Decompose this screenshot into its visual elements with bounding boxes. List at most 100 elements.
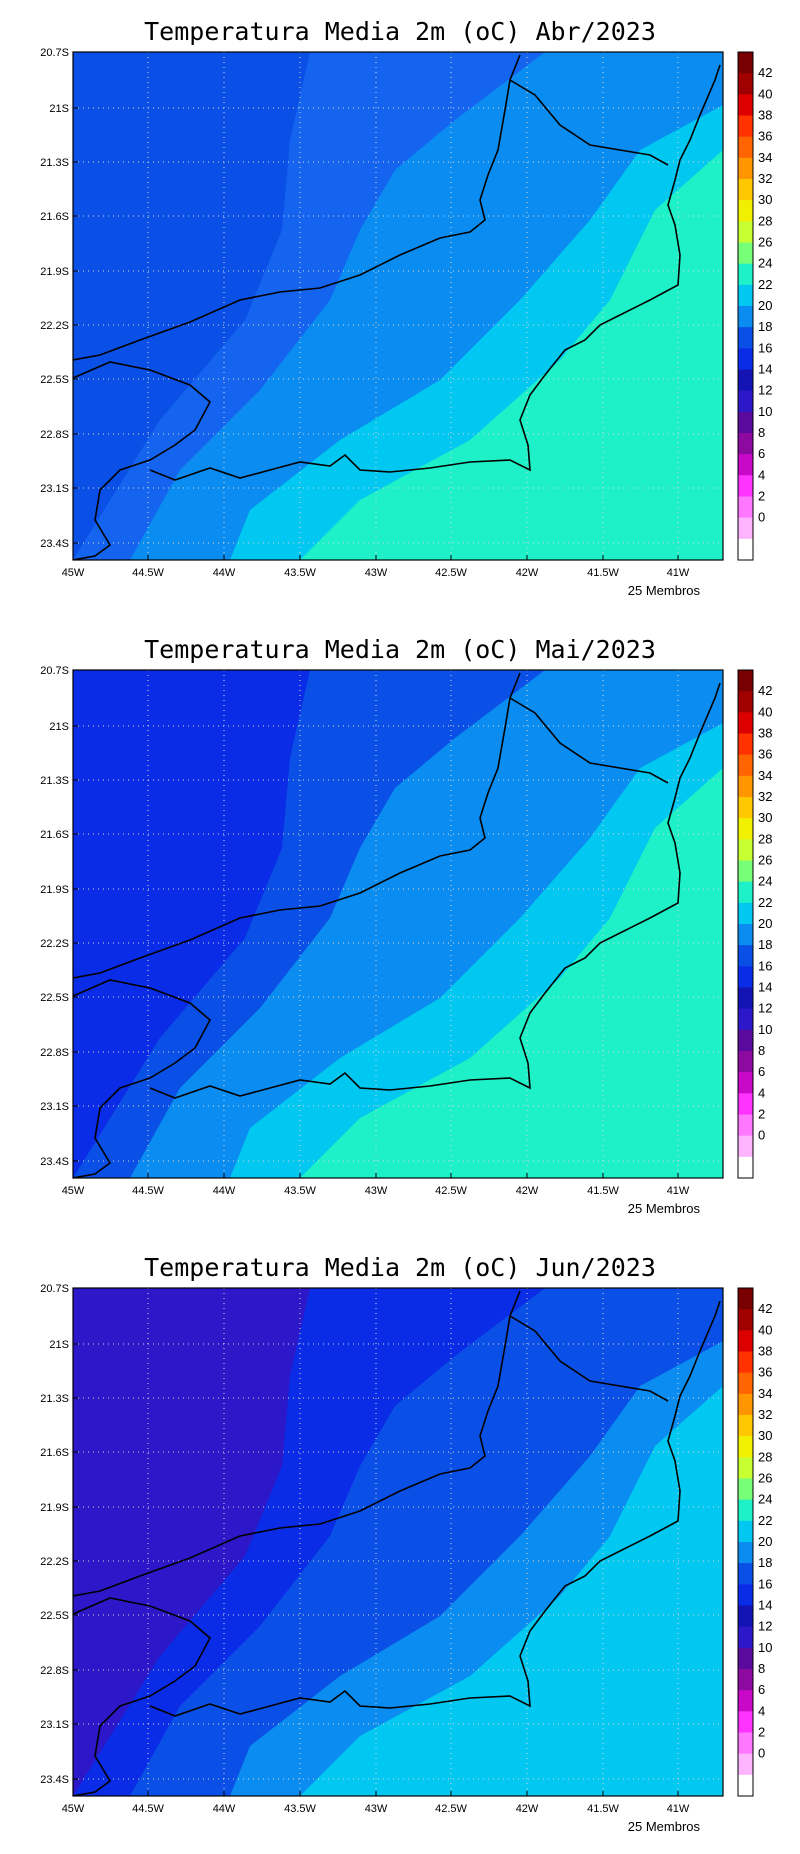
colorbar-label: 10 — [758, 404, 772, 419]
colorbar-label: 12 — [758, 1619, 772, 1634]
colorbar-label: 40 — [758, 86, 772, 101]
latitude-label: 23.1S — [40, 483, 69, 495]
latitude-label: 21.9S — [40, 1502, 69, 1514]
colorbar-swatch — [738, 496, 753, 519]
colorbar-swatch — [738, 1647, 753, 1670]
longitude-label: 43.5W — [284, 1803, 316, 1815]
colorbar-swatch — [738, 754, 753, 777]
colorbar-label: 38 — [758, 108, 772, 123]
colorbar-swatch — [738, 966, 753, 988]
colorbar-label: 6 — [758, 446, 765, 461]
latitude-label: 20.7S — [40, 665, 69, 677]
longitude-label: 43.5W — [284, 567, 316, 579]
colorbar-label: 40 — [758, 704, 772, 719]
temperature-field — [73, 670, 723, 1178]
colorbar-label: 14 — [758, 362, 772, 377]
colorbar-label: 28 — [758, 213, 772, 228]
colorbar-swatch — [738, 1711, 753, 1733]
colorbar-swatch — [738, 1542, 753, 1564]
colorbar-swatch — [738, 987, 753, 1010]
colorbar-label: 8 — [758, 1043, 765, 1058]
longitude-label: 44.5W — [132, 567, 164, 579]
colorbar-label: 16 — [758, 340, 772, 355]
longitude-label: 45W — [62, 567, 85, 579]
colorbar-swatch — [738, 348, 753, 370]
colorbar-swatch — [738, 1393, 753, 1416]
colorbar-label: 42 — [758, 683, 772, 698]
colorbar-label: 38 — [758, 726, 772, 741]
colorbar-swatch — [738, 1029, 753, 1052]
latitude-label: 23.4S — [40, 1774, 69, 1786]
longitude-label: 42W — [516, 1803, 539, 1815]
colorbar-swatch — [738, 52, 753, 74]
coastline — [73, 672, 721, 1178]
colorbar-label: 24 — [758, 256, 772, 271]
coastline — [73, 1290, 721, 1796]
colorbar-swatch — [738, 902, 753, 925]
colorbar-label: 8 — [758, 1661, 765, 1676]
panel-title: Temperatura Media 2m (oC) Abr/2023 — [144, 17, 656, 46]
longitude-label: 42W — [516, 567, 539, 579]
colorbar-label: 20 — [758, 916, 772, 931]
longitude-label: 45W — [62, 1803, 85, 1815]
longitude-label: 45W — [62, 1185, 85, 1197]
colorbar-swatch — [738, 221, 753, 243]
longitude-label: 43W — [365, 567, 388, 579]
latitude-label: 23.1S — [40, 1101, 69, 1113]
colorbar-swatch — [738, 306, 753, 328]
latitude-label: 22.5S — [40, 1610, 69, 1622]
latitude-label: 21.3S — [40, 775, 69, 787]
latitude-label: 22.2S — [40, 938, 69, 950]
colorbar-swatch — [738, 538, 753, 561]
colorbar-label: 36 — [758, 129, 772, 144]
colorbar-label: 6 — [758, 1064, 765, 1079]
colorbar-swatch — [738, 1690, 753, 1712]
colorbar-label: 24 — [758, 1492, 772, 1507]
colorbar-label: 4 — [758, 1085, 765, 1100]
latitude-label: 21.6S — [40, 211, 69, 223]
colorbar-swatch — [738, 136, 753, 159]
latitude-label: 20.7S — [40, 1283, 69, 1295]
map-svg: Temperatura Media 2m (oC) Jun/2023 20.7S 2… — [40, 1253, 772, 1834]
colorbar-label: 40 — [758, 1322, 772, 1337]
colorbar-label: 14 — [758, 980, 772, 995]
colorbar-label: 16 — [758, 1576, 772, 1591]
colorbar-swatch — [738, 945, 753, 967]
longitude-label: 43W — [365, 1185, 388, 1197]
colorbar-swatch — [738, 1732, 753, 1755]
latitude-label: 22.2S — [40, 320, 69, 332]
colorbar-swatch — [738, 1626, 753, 1649]
colorbar-label: 22 — [758, 1513, 772, 1528]
colorbar-label: 18 — [758, 1555, 772, 1570]
latitude-label: 23.4S — [40, 1156, 69, 1168]
colorbar-swatch — [738, 1436, 753, 1458]
colorbar-swatch — [738, 1072, 753, 1094]
colorbar-swatch — [738, 712, 753, 734]
latitude-label: 21.6S — [40, 829, 69, 841]
colorbar-swatch — [738, 1330, 753, 1352]
colorbar-swatch — [738, 1309, 753, 1331]
panel-title: Temperatura Media 2m (oC) Mai/2023 — [144, 635, 656, 664]
colorbar-swatch — [738, 94, 753, 116]
colorbar-swatch — [738, 1753, 753, 1776]
colorbar-swatch — [738, 1457, 753, 1479]
latitude-label: 22.8S — [40, 1047, 69, 1059]
colorbar-label: 16 — [758, 958, 772, 973]
colorbar-swatch — [738, 411, 753, 434]
colorbar-label: 30 — [758, 1428, 772, 1443]
latitude-label: 21S — [49, 721, 69, 733]
latitude-label: 21.3S — [40, 157, 69, 169]
latitude-label: 22.5S — [40, 374, 69, 386]
colorbar-swatch — [738, 1563, 753, 1585]
longitude-label: 41.5W — [587, 1803, 619, 1815]
longitude-label: 44W — [213, 1185, 236, 1197]
colorbar-swatch — [738, 1156, 753, 1179]
colorbar-label: 28 — [758, 831, 772, 846]
colorbar-swatch — [738, 860, 753, 883]
colorbar-label: 0 — [758, 510, 765, 525]
latitude-label: 22.8S — [40, 1665, 69, 1677]
colorbar-label: 20 — [758, 298, 772, 313]
latitude-label: 21S — [49, 103, 69, 115]
